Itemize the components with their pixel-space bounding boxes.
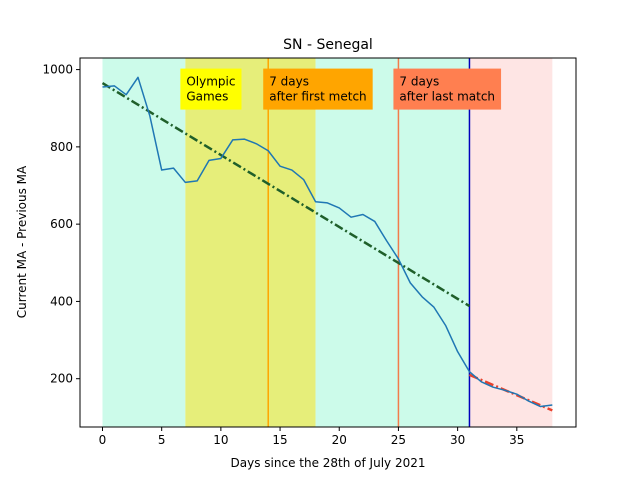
annotation-text-1: Olympic Games	[186, 75, 235, 104]
y-tick-label: 200	[50, 372, 73, 386]
y-axis-label: Current MA - Previous MA	[15, 165, 29, 318]
trend-lines	[101, 82, 553, 412]
y-tick-label: 800	[50, 140, 73, 154]
annotation-2: 7 days after first metch	[263, 68, 373, 110]
plot-frame	[79, 57, 577, 428]
x-tick-label: 35	[509, 433, 524, 447]
x-tick-label: 15	[272, 433, 287, 447]
x-tick-label: 25	[391, 433, 406, 447]
chart-title: SN - Senegal	[283, 37, 373, 53]
annotation-line: 7 days	[269, 75, 309, 89]
shaded-period-4	[469, 58, 553, 427]
shaded-periods	[102, 58, 553, 427]
annotation-text-3: 7 days after last match	[399, 75, 495, 104]
annotation-box-1	[180, 68, 242, 110]
annotation-line: after first metch	[269, 90, 366, 104]
series-line-1	[102, 76, 553, 408]
annotation-line: Olympic	[186, 75, 235, 89]
annotation-line: 7 days	[399, 75, 439, 89]
x-tick-label: 30	[450, 433, 465, 447]
annotation-1: Olympic Games	[180, 68, 242, 110]
annotation-text-2: 7 days after first metch	[269, 75, 366, 104]
x-axis-ticks: 0 5 10 15 20 25 30 35	[99, 427, 524, 447]
shaded-period-1	[102, 58, 186, 427]
shaded-period-3	[315, 58, 470, 427]
trend-line-2	[468, 373, 553, 412]
x-axis-label: Days since the 28th of July 2021	[231, 456, 426, 470]
annotation-line: after last match	[399, 90, 495, 104]
shaded-period-2	[185, 58, 316, 427]
y-axis-ticks: 200 400 600 800 1000	[42, 63, 80, 386]
event-lines	[267, 58, 471, 427]
trend-line-1	[101, 82, 471, 308]
data-series	[102, 76, 553, 408]
y-tick-label: 1000	[42, 63, 73, 77]
annotation-3: 7 days after last match	[393, 68, 502, 110]
x-tick-label: 5	[158, 433, 166, 447]
y-tick-label: 400	[50, 294, 73, 308]
annotation-box-2	[263, 68, 373, 110]
annotation-line: Games	[186, 90, 228, 104]
x-tick-label: 0	[99, 433, 107, 447]
y-tick-label: 600	[50, 217, 73, 231]
x-tick-label: 20	[332, 433, 347, 447]
x-tick-label: 10	[213, 433, 228, 447]
annotation-box-3	[393, 68, 502, 110]
